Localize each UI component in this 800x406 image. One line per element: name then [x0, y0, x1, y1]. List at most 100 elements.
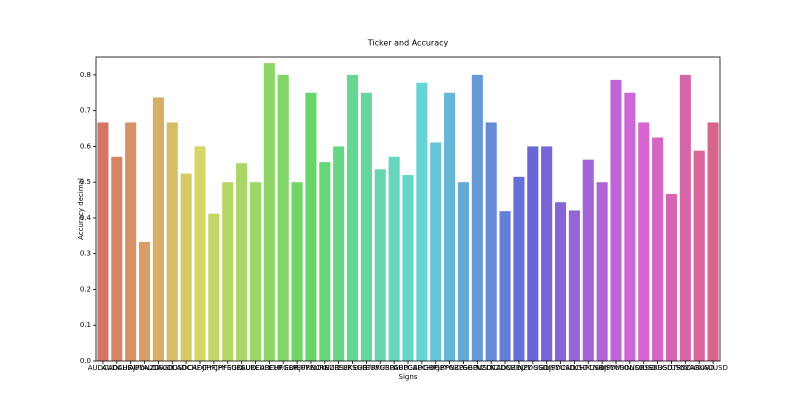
y-tick-label: 0.3	[80, 250, 91, 258]
x-tick-label: NZDCAD	[476, 364, 507, 372]
x-tick-label: XAGUSD	[684, 364, 714, 372]
x-tick-label: AUDSGD	[143, 364, 174, 372]
y-tick-label: 0.4	[80, 214, 92, 222]
bar	[665, 193, 678, 361]
x-tick-label: EURGBP	[269, 364, 298, 372]
x-tick-label: EURSEK	[325, 364, 353, 372]
bar	[277, 74, 289, 361]
bar	[111, 156, 123, 361]
x-tick-label: EURCAD	[241, 364, 270, 372]
bar	[249, 182, 262, 361]
bar	[485, 122, 497, 362]
bar	[471, 74, 483, 361]
y-axis-label: Accuracy decimal	[77, 178, 85, 240]
x-tick-label: AUDJPY	[118, 364, 144, 372]
y-tick-label: 0.7	[80, 107, 91, 115]
x-tick-label: CHFSGD	[213, 364, 242, 372]
x-tick-label: USDCHF	[560, 364, 589, 372]
bar	[624, 92, 636, 361]
x-tick-label: GBPSGD	[449, 364, 479, 372]
y-tick-label: 0.2	[80, 285, 91, 293]
x-tick-label: EURTRY	[353, 364, 381, 372]
x-tick-label: AUDNZD	[129, 364, 160, 372]
bar	[693, 150, 705, 361]
bar	[360, 92, 372, 361]
x-tick-label: CADCHF	[172, 364, 201, 372]
bar	[97, 122, 109, 362]
y-tick-label: 0.5	[80, 178, 91, 186]
x-tick-label: NZDCHF	[490, 364, 520, 372]
x-tick-label: USDTRY	[657, 364, 686, 372]
bar	[333, 146, 345, 361]
x-tick-label: GBPUSD	[463, 364, 492, 372]
x-tick-label: CHFJPY	[202, 364, 227, 372]
x-tick-label: USDSGD	[642, 364, 672, 372]
bar	[138, 241, 151, 361]
y-tick-label: 0.6	[80, 142, 92, 150]
bar	[222, 182, 234, 361]
bar	[596, 182, 608, 361]
bar	[638, 122, 650, 362]
x-tick-label: USDZAR	[671, 364, 701, 372]
bar	[527, 146, 539, 361]
x-tick-label: EURCHF	[255, 364, 283, 372]
y-tick-label: 0.1	[80, 321, 91, 329]
x-tick-label: AUDCHF	[102, 364, 131, 372]
x-tick-label: EURJPY	[285, 364, 311, 372]
x-tick-label: SGDJPY	[534, 364, 560, 372]
bar	[568, 210, 580, 361]
bar	[263, 63, 275, 362]
x-tick-label: USDMXN	[600, 364, 631, 372]
bar	[582, 159, 594, 361]
x-tick-label: NZDJPY	[506, 364, 533, 372]
bar	[208, 213, 220, 361]
x-tick-label: XAUUSD	[698, 364, 728, 372]
y-tick-label: 0.8	[80, 71, 91, 79]
x-tick-label: EURNZD	[310, 364, 340, 372]
bar	[499, 211, 511, 361]
x-tick-label: AUDCAD	[88, 364, 118, 372]
bar	[125, 122, 137, 362]
x-tick-label: USDJPY	[589, 364, 615, 372]
x-tick-label: CADJPY	[187, 364, 213, 372]
bar	[194, 146, 206, 361]
bar	[513, 176, 525, 361]
bar	[180, 173, 192, 361]
x-tick-label: GBPAUD	[379, 364, 408, 372]
x-tick-label: GBPCHF	[408, 364, 437, 372]
x-axis-label: Signs	[399, 373, 418, 381]
bar	[374, 169, 386, 361]
bar	[346, 74, 359, 361]
bar	[610, 79, 622, 362]
bar	[444, 92, 456, 361]
bar	[416, 82, 428, 362]
bar	[236, 163, 248, 361]
bar	[541, 146, 553, 361]
x-tick-label: EURNOK	[296, 364, 326, 372]
bar	[707, 122, 719, 362]
x-tick-label: GBPJPY	[423, 364, 449, 372]
bar	[402, 175, 414, 361]
bar	[652, 137, 664, 361]
x-tick-label: GBPCAD	[393, 364, 423, 372]
x-tick-label: USDNOK	[615, 364, 646, 372]
x-tick-label: EURSGD	[338, 364, 368, 372]
x-tick-label: NZDUSD	[518, 364, 548, 372]
bar	[679, 74, 691, 361]
bar	[430, 142, 442, 361]
plot-frame	[95, 56, 721, 362]
chart-title: Ticker and Accuracy	[367, 39, 449, 48]
bar	[319, 162, 331, 361]
x-tick-label: GBPNZD	[435, 364, 465, 372]
x-tick-label: EURUSD	[366, 364, 395, 372]
x-tick-label: USDSEK	[630, 364, 659, 372]
bar	[388, 156, 400, 361]
y-tick-label: 0.0	[80, 357, 91, 365]
bar	[166, 122, 178, 362]
x-tick-label: AUDUSD	[157, 364, 187, 372]
x-tick-label: USDCNH	[573, 364, 603, 372]
x-tick-label: EURAUD	[227, 364, 256, 372]
bar	[554, 202, 567, 361]
bar	[152, 97, 164, 361]
